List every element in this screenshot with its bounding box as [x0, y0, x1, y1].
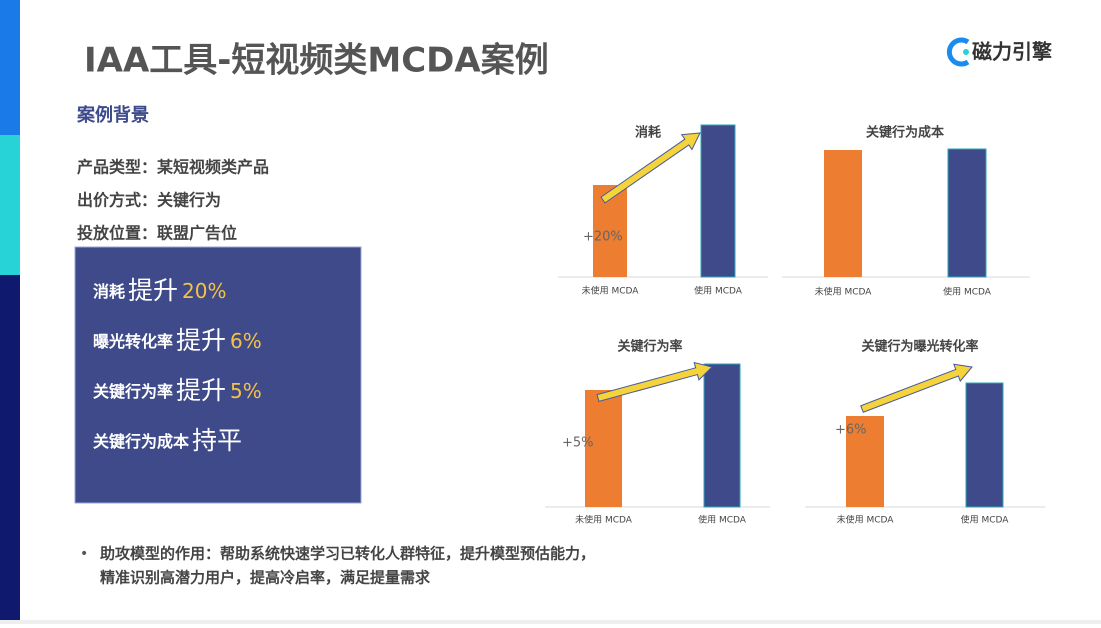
- highlight: 关键行为成本 持平: [93, 426, 242, 455]
- highlight-value: 5%: [230, 379, 262, 403]
- bar: [585, 390, 622, 507]
- highlight-value: 6%: [230, 329, 262, 353]
- chart-title: 关键行为曝光转化率: [861, 339, 978, 355]
- arrow: [600, 132, 701, 204]
- highlight-label: 关键行为率: [93, 382, 173, 401]
- highlight-value: 20%: [182, 279, 226, 303]
- logo: 磁力引擎: [946, 37, 1052, 67]
- x-tick-label: 未使用 MCDA: [837, 514, 895, 526]
- highlight-verb: 提升: [176, 326, 226, 355]
- info-line: 投放位置：联盟广告位: [77, 224, 237, 243]
- logo-icon: [946, 37, 970, 67]
- bullet: •: [80, 546, 88, 562]
- logo-text: 磁力引擎: [972, 40, 1052, 64]
- bar: [965, 382, 1004, 508]
- highlight-verb: 提升: [128, 276, 178, 305]
- x-tick-label: 未使用 MCDA: [575, 514, 633, 526]
- highlight: 消耗 提升 20%: [93, 276, 226, 305]
- x-tick-label: 使用 MCDA: [698, 514, 747, 526]
- highlight-verb: 持平: [192, 426, 242, 455]
- info-line: 产品类型：某短视频类产品: [77, 158, 269, 177]
- annotation: +5%: [562, 436, 594, 451]
- stripe: [0, 135, 20, 275]
- section-heading: 案例背景: [76, 104, 149, 126]
- title: IAA工具-短视频类MCDA案例: [84, 41, 549, 81]
- note-line: 助攻模型的作用：帮助系统快速学习已转化人群特征，提升模型预估能力，: [100, 545, 595, 563]
- x-tick-label: 使用 MCDA: [943, 286, 992, 298]
- highlight-verb: 提升: [176, 376, 226, 405]
- chart-title: 关键行为率: [617, 339, 682, 355]
- bar: [700, 124, 736, 278]
- highlight-label: 曝光转化率: [93, 332, 173, 351]
- arrow: [860, 363, 973, 413]
- bar: [593, 185, 627, 277]
- x-tick-label: 未使用 MCDA: [582, 285, 640, 297]
- footer-band: [0, 620, 1101, 624]
- bar: [703, 363, 741, 508]
- x-tick-label: 未使用 MCDA: [815, 286, 873, 298]
- bar: [947, 148, 987, 278]
- highlights: 消耗 提升 20%曝光转化率 提升 6%关键行为率 提升 5%关键行为成本 持平: [93, 276, 262, 455]
- stripe: [0, 0, 20, 135]
- chart-title: 消耗: [635, 125, 661, 141]
- highlight-box: [74, 246, 362, 504]
- note-line: 精准识别高潜力用户，提高冷启率，满足提量需求: [100, 569, 431, 587]
- info-line: 出价方式：关键行为: [77, 191, 221, 210]
- stripe: [0, 275, 20, 620]
- highlight: 关键行为率 提升 5%: [93, 376, 262, 405]
- highlight-label: 消耗: [93, 282, 125, 301]
- bar: [846, 416, 884, 507]
- highlight-label: 关键行为成本: [93, 432, 189, 451]
- chart-title: 关键行为成本: [866, 125, 944, 141]
- x-tick-label: 使用 MCDA: [961, 514, 1010, 526]
- bar: [824, 150, 862, 277]
- annotation: +20%: [583, 230, 623, 245]
- arrow: [596, 361, 713, 402]
- x-tick-label: 使用 MCDA: [694, 285, 743, 297]
- logo-icon: [963, 49, 969, 55]
- highlight: 曝光转化率 提升 6%: [93, 326, 262, 355]
- annotation: +6%: [835, 423, 867, 438]
